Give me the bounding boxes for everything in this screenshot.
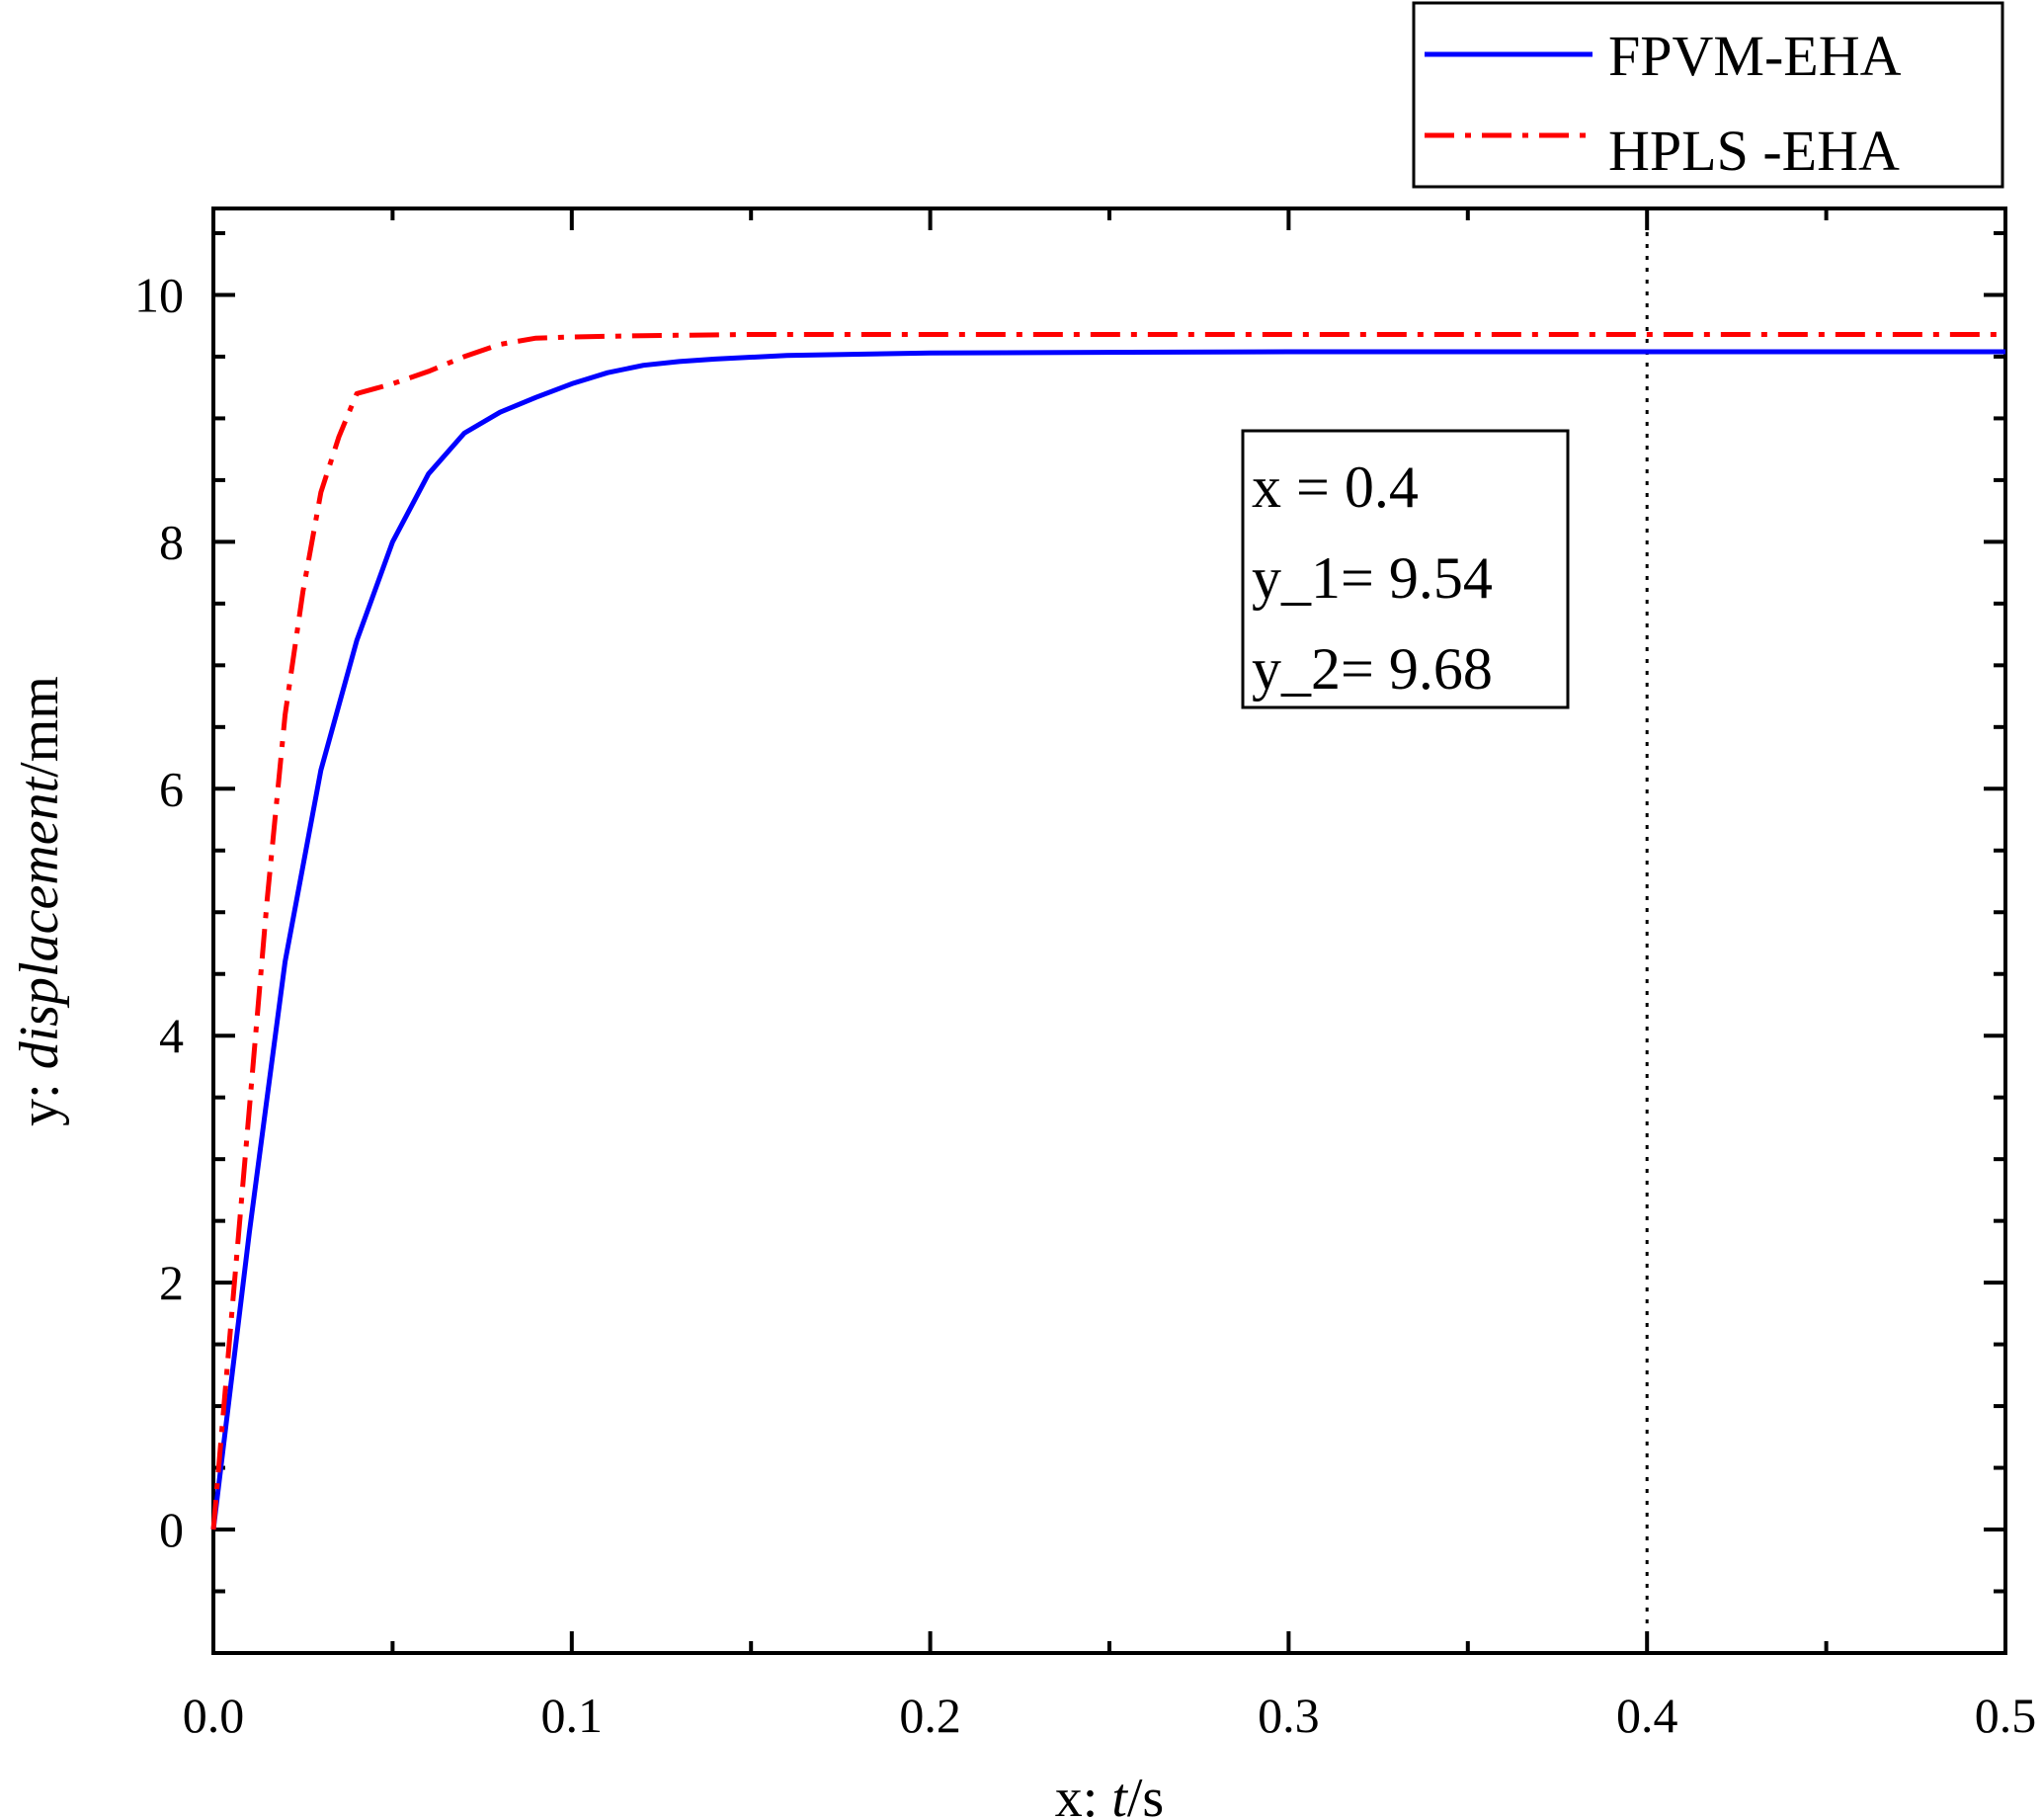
- x-tick-label: 0.2: [899, 1688, 961, 1743]
- readout-box: x = 0.4 y_1= 9.54 y_2= 9.68: [1241, 429, 1570, 709]
- readout-y2: y_2= 9.68: [1252, 636, 1493, 702]
- y-axis-title-unit: /mm: [9, 676, 70, 778]
- readout-y1: y_1= 9.54: [1252, 545, 1493, 611]
- readout-box-frame: [1241, 429, 1570, 709]
- x-axis-title-prefix: x:: [1055, 1768, 1112, 1820]
- y-tick-label: 6: [159, 761, 184, 816]
- series-line-hpls-eha: [210, 332, 2005, 1530]
- tick-labels: 0.0 0.1 0.2 0.3 0.4 0.5 0 2 4 6 8 10: [134, 267, 2036, 1743]
- legend-label-hpls-eha: HPLS -EHA: [1608, 119, 1900, 183]
- x-tick-label: 0.4: [1616, 1688, 1678, 1743]
- y-tick-label: 8: [159, 514, 184, 569]
- readout-x: x = 0.4: [1252, 455, 1419, 520]
- axis-ticks: [211, 208, 2007, 1655]
- x-tick-label: 0.3: [1258, 1688, 1320, 1743]
- y-axis-title: y: displacement/mm: [9, 676, 70, 1126]
- x-axis-title-var: t: [1111, 1768, 1128, 1820]
- y-axis-title-var: displacement: [9, 776, 70, 1069]
- legend: FPVM-EHA HPLS -EHA: [1412, 1, 2004, 189]
- x-tick-label: 0.1: [541, 1688, 604, 1743]
- legend-label-fpvm-eha: FPVM-EHA: [1608, 24, 1902, 88]
- x-tick-label: 0.0: [183, 1688, 245, 1743]
- x-axis-title: x: t/s: [1055, 1768, 1164, 1820]
- x-tick-label: 0.5: [1975, 1688, 2037, 1743]
- series-lines: [210, 332, 2005, 1530]
- y-tick-label: 0: [159, 1502, 184, 1557]
- legend-box: [1412, 1, 2004, 189]
- series-line-fpvm-eha: [210, 349, 2005, 1530]
- y-axis-title-prefix: y:: [9, 1069, 70, 1126]
- y-tick-label: 2: [159, 1255, 184, 1310]
- y-tick-label: 4: [159, 1008, 184, 1063]
- y-tick-label: 10: [134, 267, 184, 322]
- x-axis-title-unit: /s: [1127, 1768, 1164, 1820]
